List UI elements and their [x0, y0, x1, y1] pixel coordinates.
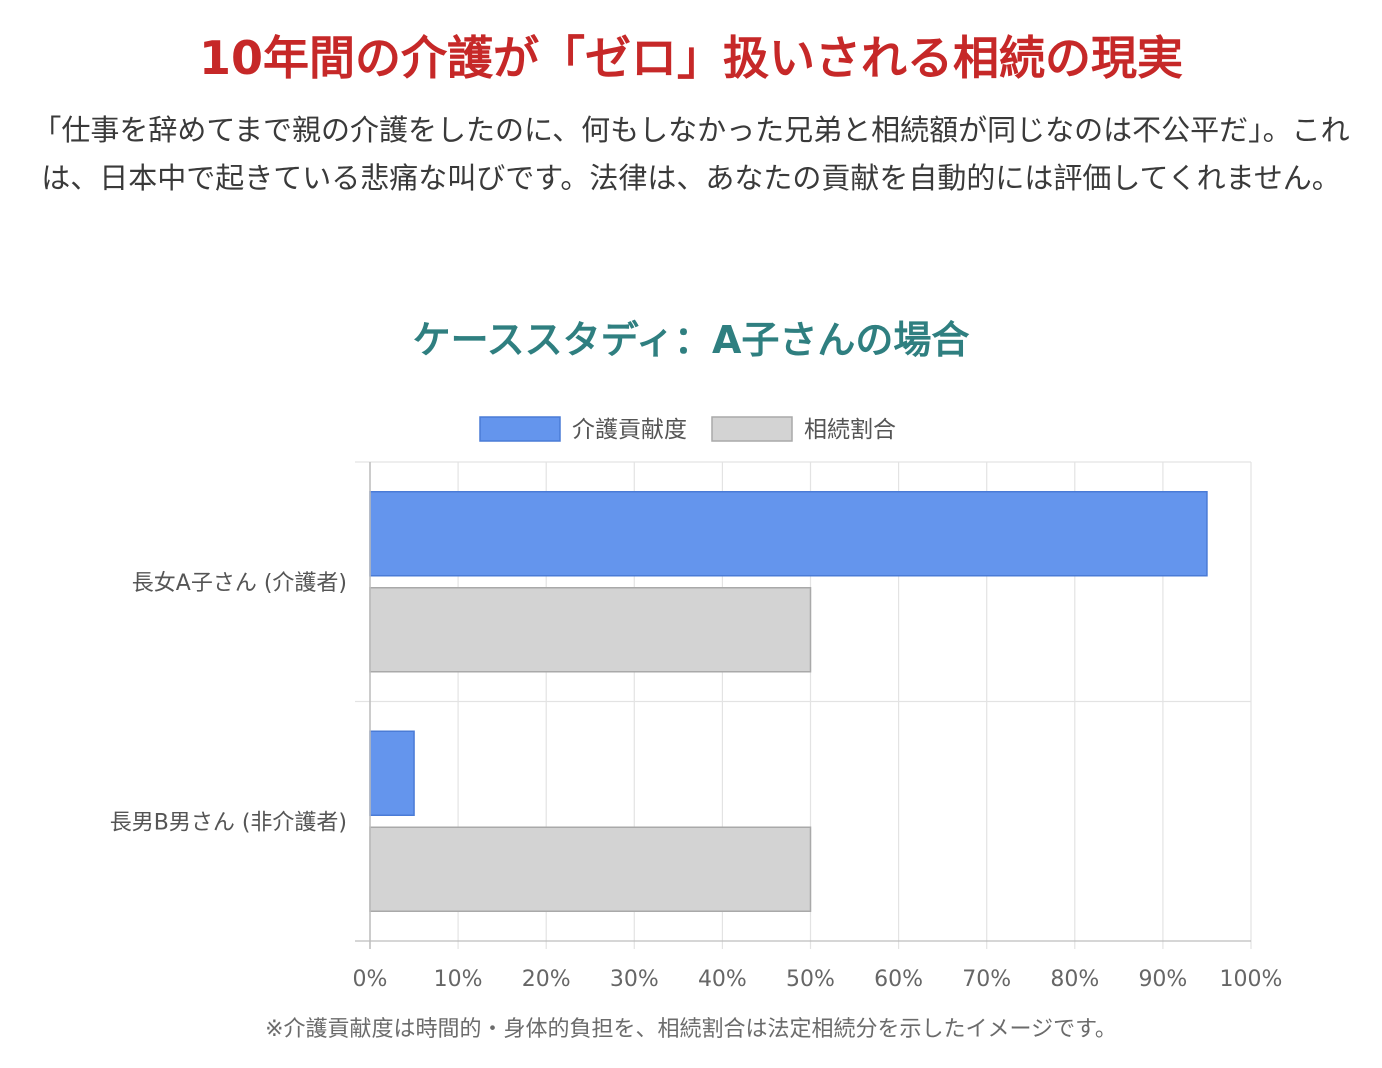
- legend-label-1: 介護貢献度: [572, 417, 687, 443]
- x-tick-label: 40%: [698, 967, 747, 992]
- x-tick-label: 60%: [874, 967, 923, 992]
- bar-inheritance-share-2: [369, 826, 812, 912]
- x-tick-label: 30%: [610, 967, 659, 992]
- page-title: 10年間の介護が「ゼロ」扱いされる相続の現実: [198, 31, 1183, 85]
- legend-swatch-2: [711, 416, 793, 442]
- chart-footnote: ※介護貢献度は時間的・身体的負担を、相続割合は法定相続分を示したイメージです。: [265, 1017, 1117, 1042]
- intro-paragraph: 「仕事を辞めてまで親の介護をしたのに、何もしなかった兄弟と相続額が同じなのは不公…: [32, 113, 1350, 195]
- chart-labels: 0% 10% 20% 30% 40% 50% 60% 70% 80% 90% 100% 長女A子さん …: [110, 571, 1283, 992]
- x-tick-label: 70%: [962, 967, 1011, 992]
- legend-swatch-1: [479, 416, 561, 442]
- bar-care-contribution-2: [369, 730, 415, 816]
- x-tick-label: 100%: [1220, 967, 1283, 992]
- x-tick-label: 90%: [1138, 967, 1187, 992]
- case-study-title: ケーススタディ：A子さんの場合: [412, 318, 970, 362]
- bar-chart: 介護貢献度 相続割合 0% 10% 20% 30% 40% 50% 60% 70% 80% 90% 1…: [110, 416, 1283, 992]
- x-tick-label: 10%: [434, 967, 483, 992]
- x-tick-label: 0%: [353, 967, 388, 992]
- chart-bars: [369, 491, 1208, 912]
- chart-legend: 介護貢献度 相続割合: [479, 416, 896, 443]
- y-category-label-2: 長男B男さん (非介護者): [110, 810, 347, 835]
- x-tick-label: 20%: [522, 967, 571, 992]
- x-tick-label: 80%: [1050, 967, 1099, 992]
- x-tick-label: 50%: [786, 967, 835, 992]
- bar-inheritance-share-1: [369, 587, 812, 673]
- legend-label-2: 相続割合: [804, 417, 896, 443]
- chart-axes: [355, 461, 1251, 949]
- y-category-label-1: 長女A子さん (介護者): [132, 571, 347, 596]
- bar-care-contribution-1: [369, 491, 1208, 577]
